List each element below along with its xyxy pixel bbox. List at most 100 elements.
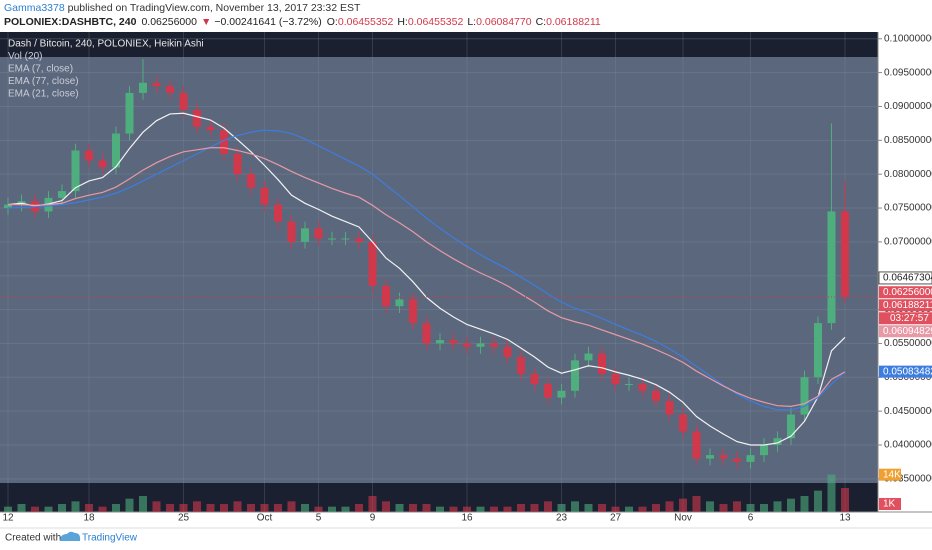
user[interactable]: Gamma3378: [4, 2, 65, 14]
candle-body: [665, 400, 674, 415]
x-tick-label: 6: [748, 513, 754, 524]
candle-body: [598, 353, 606, 374]
volume-bar: [58, 504, 66, 512]
candle-body: [287, 221, 296, 242]
volume-bar: [544, 501, 552, 512]
candle-body: [152, 82, 161, 87]
volume-bar: [787, 498, 795, 512]
volume-bar: [355, 504, 363, 512]
volume-bar: [31, 506, 39, 512]
candle-body: [98, 160, 107, 168]
volume-bar: [409, 504, 417, 512]
volume-bar: [476, 506, 485, 512]
logo: [60, 531, 81, 541]
volume-bar: [4, 506, 12, 512]
published: published on TradingView.com, November 1…: [65, 2, 361, 14]
volume-bar: [665, 501, 674, 512]
volume-label: 1K: [883, 499, 896, 510]
candle-body: [800, 377, 809, 415]
volume-bar: [395, 504, 404, 512]
volume-bar: [841, 488, 849, 512]
price-label-box: [879, 365, 932, 378]
o-label: O:: [327, 16, 338, 28]
o: 0.06455352: [338, 16, 394, 28]
candle-body: [557, 390, 566, 398]
volume-label: 14K: [883, 469, 901, 480]
candle-body: [746, 455, 755, 462]
price-label: 0.05083482: [883, 366, 932, 377]
legend-entry: EMA (77, close): [8, 76, 79, 87]
volume-bar: [625, 506, 633, 512]
candle-body: [517, 356, 525, 374]
c-label: C:: [536, 16, 547, 28]
status-line: POLONIEX:DASHBTC, 240 0.06256000 ▼ −0.00241…: [4, 16, 601, 28]
x-tick-label: 25: [178, 513, 190, 524]
volume-bar: [125, 498, 134, 512]
last: 0.06256000: [141, 16, 197, 28]
volume-bar: [827, 474, 836, 512]
volume-bar: [422, 504, 431, 512]
volume-bar: [436, 506, 444, 512]
volume-bar: [193, 501, 201, 512]
candle-body: [112, 133, 120, 168]
candle-body: [503, 346, 512, 357]
candle-body: [422, 323, 431, 344]
x-tick-label: 9: [370, 513, 376, 524]
candle-body: [449, 340, 458, 344]
brand[interactable]: TradingView: [82, 533, 138, 544]
volume-bar: [719, 504, 728, 512]
price-label-box: [878, 271, 932, 285]
volume-label-box: [879, 468, 901, 481]
y-tick-label: 0.03500000: [884, 473, 932, 484]
legend-entry: EMA (21, close): [8, 89, 79, 100]
symbol: POLONIEX:DASHBTC, 240: [4, 16, 137, 28]
volume-bar: [98, 506, 107, 512]
volume-bar: [152, 501, 161, 512]
candle-body: [395, 299, 404, 307]
x-tick-label: 16: [461, 513, 473, 524]
candle-body: [733, 458, 741, 462]
candle-body: [179, 92, 188, 110]
candle-body: [341, 238, 350, 240]
candle-body: [787, 414, 795, 439]
volume-bar: [652, 504, 660, 512]
volume-bar: [449, 506, 458, 512]
volume-bar: [557, 504, 566, 512]
candle-body: [382, 285, 390, 307]
created-with: Created with: [5, 533, 61, 544]
y-tick-label: 0.09000000: [884, 101, 932, 112]
legend-entry: Vol (20): [8, 51, 42, 62]
candle-body: [463, 343, 471, 347]
candle-body: [773, 438, 782, 445]
c: 0.06188211: [546, 16, 601, 28]
candle-body: [652, 390, 660, 401]
volume-bar: [17, 504, 26, 512]
candle-body: [260, 187, 269, 205]
volume-bar: [328, 506, 336, 512]
candle-body: [139, 82, 147, 93]
volume-bar: [800, 496, 809, 512]
volume-bar: [611, 506, 620, 512]
candle-body: [841, 211, 849, 297]
candle-body: [692, 431, 701, 459]
y-tick-label: 0.05500000: [884, 338, 932, 349]
candle-body: [233, 153, 242, 175]
x-tick-label: Oct: [257, 513, 273, 524]
volume-bar: [247, 504, 255, 512]
h: 0.06455352: [408, 16, 464, 28]
volume-bar: [490, 506, 498, 512]
price-label-box: [879, 325, 932, 338]
volume-bar: [287, 501, 296, 512]
candle-body: [4, 204, 12, 209]
volume-bar: [503, 506, 512, 512]
candle-body: [490, 343, 498, 347]
volume-bar: [112, 504, 120, 512]
candle-body: [166, 86, 174, 93]
candle-body: [58, 191, 66, 198]
volume-bar: [274, 504, 282, 512]
candle-body: [125, 92, 134, 134]
candle-body: [544, 384, 552, 398]
l: 0.06084770: [476, 16, 532, 28]
volume-bar: [71, 501, 80, 512]
